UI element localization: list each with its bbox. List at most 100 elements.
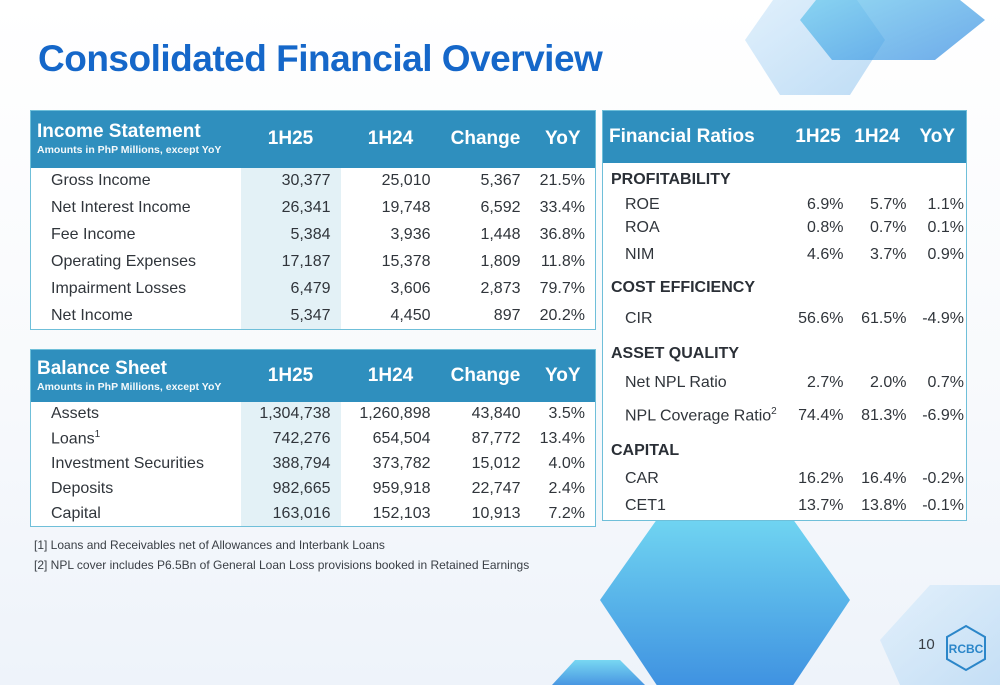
financial-ratios-header: Financial Ratios 1H25 1H24 YoY <box>602 110 967 163</box>
column-header: Change <box>450 128 521 150</box>
income-statement-table: Income Statement Amounts in PhP Millions… <box>30 110 596 330</box>
income-statement-header: Income Statement Amounts in PhP Millions… <box>30 110 596 168</box>
table-row: NIM 4.6% 3.7% 0.9% <box>603 239 967 271</box>
logo-text: RCBC <box>949 642 984 656</box>
cell-yoy: 11.8% <box>540 253 585 270</box>
footnote-marker: 1 <box>94 429 101 441</box>
cell-change: 22,747 <box>471 480 521 497</box>
cell-1h25: 30,377 <box>240 167 341 195</box>
cell-1h25: 5,384 <box>240 221 341 249</box>
section-heading: ASSET QUALITY <box>611 344 740 362</box>
cell-change: 43,840 <box>471 405 521 422</box>
row-label: CIR <box>625 309 653 327</box>
cell-yoy: 36.8% <box>539 226 585 243</box>
column-header: 1H24 <box>367 364 414 386</box>
footnotes: [1] Loans and Receivables net of Allowan… <box>34 535 529 575</box>
row-label: Operating Expenses <box>51 253 196 270</box>
cell-1h25: 13.7% <box>798 497 844 515</box>
cell-1h24: 25,010 <box>381 172 431 189</box>
column-header: 1H25 <box>267 364 314 386</box>
cell-change: 10,913 <box>471 504 521 522</box>
column-header: 1H24 <box>367 128 414 150</box>
cell-1h24: 654,504 <box>372 430 431 447</box>
cell-1h24: 3.7% <box>870 245 907 263</box>
row-label: Fee Income <box>51 226 136 243</box>
section-heading: CAPITAL <box>611 441 680 459</box>
cell-1h24: 5.7% <box>870 195 907 213</box>
cell-1h25: 26,341 <box>240 194 341 222</box>
column-header: YoY <box>919 125 956 147</box>
cell-change: 1,809 <box>480 253 521 270</box>
cell-change: 897 <box>493 306 521 324</box>
section-row: COST EFFICIENCY <box>603 271 967 301</box>
table-row: Gross Income 30,377 25,010 5,367 21.5% <box>31 167 596 195</box>
cell-yoy: -6.9% <box>922 406 964 424</box>
table-row: Capital 163,016 152,103 10,913 7.2% <box>31 501 596 527</box>
table-row: Operating Expenses 17,187 15,378 1,809 1… <box>31 248 596 276</box>
cell-1h24: 2.0% <box>870 373 907 391</box>
cell-1h25: 5,347 <box>240 302 341 330</box>
cell-yoy: -0.2% <box>922 469 964 487</box>
section-row: CAPITAL <box>603 433 967 465</box>
cell-1h24: 13.8% <box>861 497 907 515</box>
row-label-text: NPL Coverage Ratio <box>625 407 772 425</box>
column-header: 1H25 <box>795 125 841 147</box>
page-title: Consolidated Financial Overview <box>38 38 603 79</box>
cell-1h25: 16.2% <box>798 469 844 487</box>
cell-change: 87,772 <box>471 430 521 447</box>
cell-yoy: 33.4% <box>539 199 585 216</box>
row-label: NIM <box>625 245 655 263</box>
footnote: [2] NPL cover includes P6.5Bn of General… <box>34 558 530 572</box>
column-header: Change <box>450 364 521 386</box>
cell-1h24: 4,450 <box>390 306 431 324</box>
cell-1h25: 0.8% <box>807 218 844 236</box>
section-row: PROFITABILITY <box>603 163 967 193</box>
cell-yoy: 0.7% <box>927 373 964 391</box>
cell-1h24: 373,782 <box>372 455 431 472</box>
cell-yoy: 0.1% <box>927 218 964 236</box>
table-row: Net Interest Income 26,341 19,748 6,592 … <box>31 194 596 222</box>
cell-1h24: 959,918 <box>372 480 431 497</box>
table-row: Fee Income 5,384 3,936 1,448 36.8% <box>31 221 596 249</box>
financial-ratios-title: Financial Ratios <box>609 125 755 147</box>
cell-1h24: 152,103 <box>372 504 431 522</box>
column-header: YoY <box>544 364 581 386</box>
balance-sheet-table: Balance Sheet Amounts in PhP Millions, e… <box>30 349 596 527</box>
row-label: Gross Income <box>51 172 151 189</box>
row-label: Net NPL Ratio <box>625 373 727 391</box>
balance-sheet-subtitle: Amounts in PhP Millions, except YoY <box>37 380 222 393</box>
income-statement-title: Income Statement <box>37 121 201 143</box>
cell-change: 2,873 <box>480 280 521 297</box>
financial-ratios-table: Financial Ratios 1H25 1H24 YoY PROFITABI… <box>602 110 967 521</box>
cell-yoy: 4.0% <box>548 455 585 472</box>
cell-yoy: -4.9% <box>922 309 964 327</box>
table-row: Assets 1,304,738 1,260,898 43,840 3.5% <box>31 401 596 427</box>
table-row: Investment Securities 388,794 373,782 15… <box>31 451 596 477</box>
row-label: Net Interest Income <box>51 199 191 216</box>
cell-yoy: 79.7% <box>539 280 585 297</box>
cell-1h24: 15,378 <box>381 253 431 270</box>
row-label: Impairment Losses <box>51 280 187 297</box>
column-header: 1H25 <box>267 128 314 150</box>
table-row: Impairment Losses 6,479 3,606 2,873 79.7… <box>31 275 596 303</box>
table-row: CAR 16.2% 16.4% -0.2% <box>603 465 967 493</box>
cell-1h25: 74.4% <box>798 406 844 424</box>
cell-yoy: -0.1% <box>922 497 964 515</box>
row-label: ROE <box>625 195 660 213</box>
row-label: NPL Coverage Ratio2 <box>603 399 791 433</box>
cell-1h25: 163,016 <box>240 501 341 527</box>
row-label: Net Income <box>51 306 133 324</box>
footnote-marker: 2 <box>771 405 777 417</box>
row-label: Investment Securities <box>51 455 204 472</box>
row-label-text: Loans <box>51 430 95 448</box>
table-row: Net Income 5,347 4,450 897 20.2% <box>31 302 596 330</box>
rcbc-logo: RCBC <box>946 624 986 672</box>
cell-yoy: 3.5% <box>548 405 585 422</box>
cell-yoy: 7.2% <box>548 504 585 522</box>
column-header: 1H24 <box>854 125 900 147</box>
cell-1h25: 6,479 <box>240 275 341 303</box>
row-label: ROA <box>625 218 660 236</box>
cell-1h25: 6.9% <box>807 195 844 213</box>
cell-1h24: 0.7% <box>870 218 907 236</box>
cell-1h25: 4.6% <box>807 245 844 263</box>
